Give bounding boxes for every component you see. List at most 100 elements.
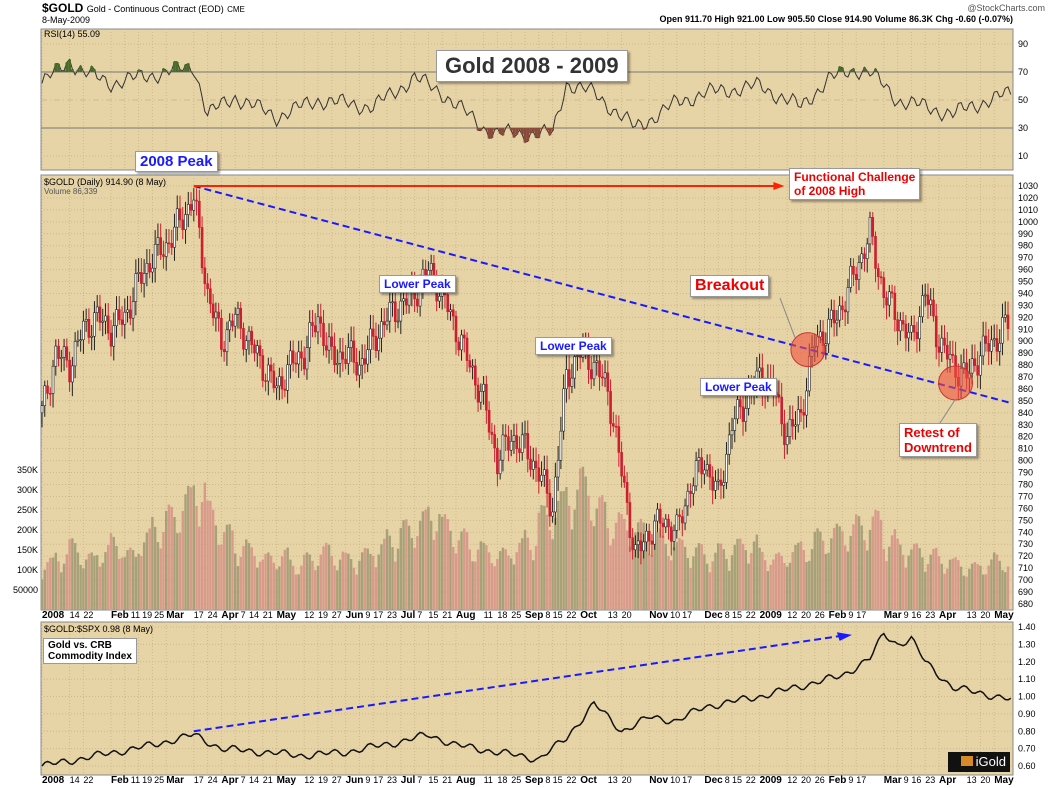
candle-body [148, 263, 151, 273]
candle-body [689, 490, 692, 494]
candle-body [526, 433, 530, 460]
volume-bar [239, 556, 242, 610]
candle-body [46, 385, 49, 394]
candle-body [338, 351, 342, 364]
volume-bar [885, 561, 888, 610]
candle-body [899, 320, 902, 332]
volume-bar [275, 569, 278, 610]
volume-bar [242, 546, 245, 610]
x-tick-label: 20 [622, 610, 632, 620]
candle-body [838, 305, 841, 321]
candle-body [926, 294, 930, 305]
volume-bar [592, 526, 596, 610]
volume-bar [471, 561, 474, 610]
volume-bar [819, 531, 822, 610]
volume-bar [289, 559, 292, 610]
volume-bar [888, 546, 891, 610]
volume-bar [388, 535, 391, 610]
volume-bar [380, 544, 383, 610]
candle-body [214, 311, 218, 319]
candle-body [507, 436, 510, 451]
volume-bar [645, 532, 648, 610]
x-tick-label: 17 [194, 775, 204, 785]
volume-bar [777, 552, 781, 610]
candle-body [642, 541, 645, 552]
candle-body [758, 367, 761, 372]
candle-body [893, 292, 897, 320]
volume-bar [576, 489, 579, 610]
candle-body [84, 319, 88, 322]
candle-body [857, 262, 861, 280]
candle-body [871, 217, 875, 237]
volume-bar [421, 511, 425, 610]
volume-bar [264, 553, 267, 610]
candle-body [145, 263, 149, 274]
x-tick-label: 13 [608, 610, 618, 620]
candle-body [973, 358, 977, 366]
volume-bar [813, 531, 816, 610]
candle-body [675, 514, 679, 531]
volume-bar [700, 544, 703, 610]
volume-bar [948, 559, 952, 610]
volume-bar [222, 532, 226, 610]
price-tick-label: 860 [1018, 384, 1033, 394]
volume-bar [131, 550, 135, 610]
volume-bar [529, 549, 532, 610]
volume-bar [893, 529, 897, 610]
candle-body [363, 358, 367, 365]
volume-bar [863, 540, 866, 610]
volume-bar [49, 557, 52, 610]
volume-bar [570, 529, 574, 610]
candle-body [324, 345, 328, 351]
volume-bar [689, 567, 692, 610]
volume-bar [482, 542, 485, 610]
ratio-box-line-2: Commodity Index [48, 651, 132, 662]
x-tick-label: Apr [939, 610, 956, 621]
volume-bar [976, 564, 979, 610]
candle-body [366, 349, 369, 365]
volume-bar [410, 538, 414, 610]
volume-bar [338, 559, 342, 610]
price-tick-label: 960 [1018, 265, 1033, 275]
candle-body [537, 467, 541, 482]
volume-bar [750, 552, 753, 610]
volume-bar [385, 529, 389, 610]
candle-body [336, 363, 339, 366]
volume-bar [93, 555, 96, 610]
volume-bar [115, 546, 118, 610]
volume-bar [195, 506, 198, 610]
volume-bar [625, 530, 629, 610]
candle-body [258, 345, 262, 356]
volume-bar [479, 541, 483, 610]
volume-bar [54, 552, 57, 610]
volume-bar [424, 509, 427, 610]
annotation-functional-challenge: Functional Challenge of 2008 High [789, 168, 921, 200]
candle-body [485, 383, 488, 411]
volume-bar [189, 487, 193, 610]
candle-body [609, 391, 612, 424]
x-tick-label: 27 [332, 775, 342, 785]
volume-bar [165, 510, 168, 610]
volume-bar [291, 565, 295, 610]
x-tick-label: 17 [682, 775, 692, 785]
volume-bar [841, 531, 844, 610]
logo-text: iGold [975, 754, 1006, 769]
candle-body [220, 317, 223, 350]
candle-body [929, 299, 933, 305]
volume-bar [567, 505, 571, 610]
volume-bar [104, 552, 107, 610]
volume-bar [733, 544, 736, 610]
candle-body [341, 351, 345, 360]
volume-bar [303, 554, 306, 610]
volume-bar [852, 524, 855, 610]
rsi-label: RSI(14) 55.09 [44, 29, 100, 39]
retest-circle [938, 365, 974, 401]
volume-bar [118, 558, 121, 610]
x-tick-label: 15 [553, 775, 563, 785]
price-tick-label: 990 [1018, 229, 1033, 239]
candle-body [175, 208, 179, 228]
candle-body [123, 311, 127, 325]
x-tick-label: 26 [815, 775, 825, 785]
candle-body [700, 457, 703, 475]
candle-body [358, 364, 361, 376]
